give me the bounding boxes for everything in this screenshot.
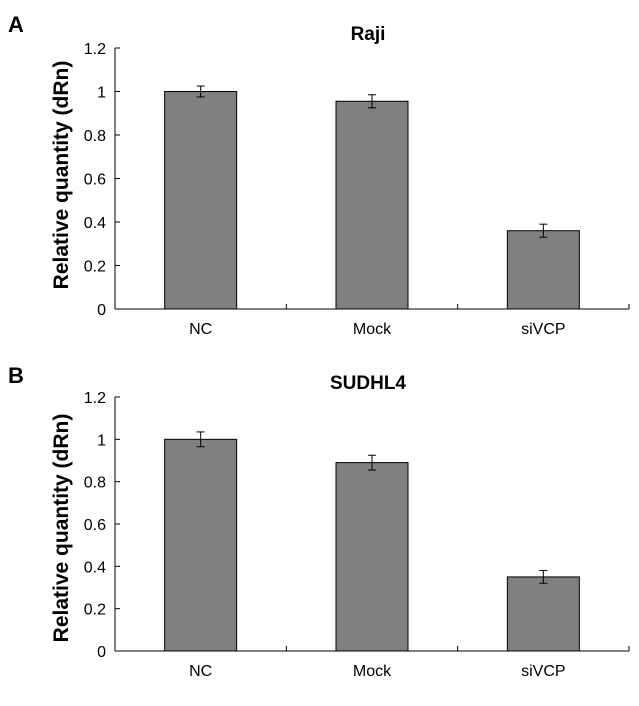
y-tick-label: 0.2 xyxy=(84,602,106,619)
bar-sivcp xyxy=(506,230,580,310)
y-tick-label: 0.8 xyxy=(84,475,106,492)
bar-sivcp xyxy=(506,576,580,652)
plot-area: 0 0.2 0.4 0.6 0.8 1 1.2 NC Mock siVCP xyxy=(84,41,630,338)
bar-mock xyxy=(335,100,409,310)
bar-nc xyxy=(164,438,238,652)
y-tick-label: 0.4 xyxy=(84,559,106,576)
x-tick-label: NC xyxy=(189,663,212,680)
y-tick-label: 0.6 xyxy=(84,172,106,189)
bar-nc xyxy=(164,91,238,310)
y-tick-label: 0 xyxy=(97,302,106,319)
y-tick-label: 1.2 xyxy=(84,41,106,58)
bar-mock xyxy=(335,462,409,652)
x-tick-label: Mock xyxy=(353,663,392,680)
x-tick-label: siVCP xyxy=(521,663,565,680)
y-axis-label: Relative quantity (dRn) xyxy=(50,61,73,290)
panel-letter: A xyxy=(8,12,24,37)
y-tick-label: 0.2 xyxy=(84,259,106,276)
x-tick-label: siVCP xyxy=(521,321,565,338)
y-tick-label: 0.8 xyxy=(84,128,106,145)
y-tick-label: 1 xyxy=(97,85,106,102)
panel-letter: B xyxy=(8,363,24,388)
y-tick-label: 1.2 xyxy=(84,390,106,407)
x-tick-label: Mock xyxy=(353,321,392,338)
chart-title: SUDHL4 xyxy=(330,373,406,394)
y-tick-label: 1 xyxy=(97,432,106,449)
y-tick-label: 0.6 xyxy=(84,517,106,534)
plot-area: 0 0.2 0.4 0.6 0.8 1 1.2 NC Mock siVCP xyxy=(84,390,630,680)
y-tick-label: 0 xyxy=(97,644,106,661)
x-tick-label: NC xyxy=(189,321,212,338)
y-axis-label: Relative quantity (dRn) xyxy=(50,414,73,643)
chart-panel-a: A Raji Relative quantity (dRn) 0 0.2 0.4 0.… xyxy=(8,12,630,338)
chart-panel-b: B SUDHL4 Relative quantity (dRn) 0 0.2 0.4… xyxy=(8,363,630,680)
chart-title: Raji xyxy=(351,24,386,45)
y-tick-label: 0.4 xyxy=(84,215,106,232)
